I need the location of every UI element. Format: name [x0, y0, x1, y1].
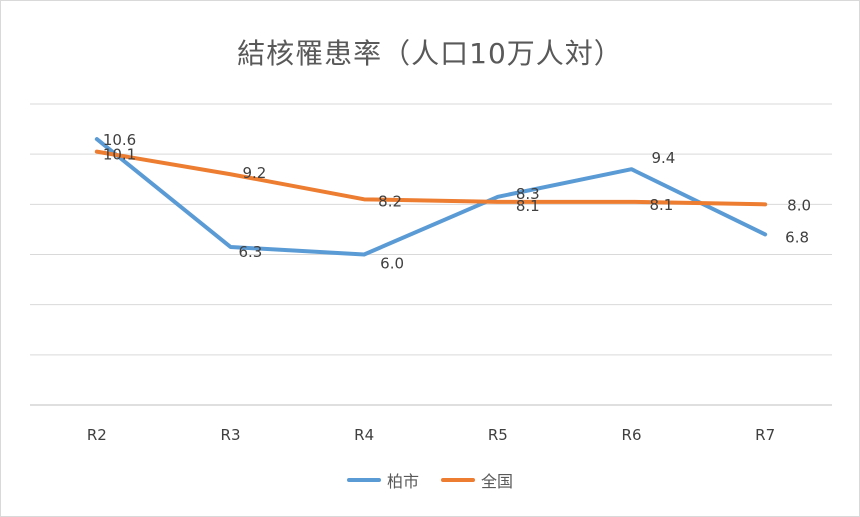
data-label-0-R2: 10.6 — [103, 131, 136, 149]
x-tick-label-R6: R6 — [622, 426, 642, 444]
data-label-0-R6: 9.4 — [652, 149, 676, 167]
legend-swatch-national — [441, 478, 475, 482]
legend-label-kashiwa: 柏市 — [386, 472, 419, 491]
chart-title: 結核罹患率（人口10万人対） — [237, 37, 623, 70]
series-line-1 — [94, 149, 768, 207]
data-label-1-R4: 8.2 — [378, 192, 402, 210]
data-label-1-R7: 8.0 — [787, 196, 811, 214]
data-label-0-R5: 8.3 — [516, 185, 540, 203]
data-label-1-R3: 9.2 — [243, 164, 267, 182]
legend-item-kashiwa: 柏市 — [346, 468, 419, 492]
x-tick-label-R7: R7 — [755, 426, 775, 444]
x-tick-label-R2: R2 — [87, 426, 107, 444]
legend-label-national: 全国 — [481, 472, 514, 491]
data-label-1-R2: 10.1 — [103, 146, 136, 164]
data-label-0-R4: 6.0 — [380, 255, 404, 273]
legend-swatch-kashiwa — [346, 478, 381, 482]
data-label-0-R3: 6.3 — [239, 243, 263, 261]
legend-item-national: 全国 — [441, 468, 513, 492]
x-tick-label-R5: R5 — [488, 426, 508, 444]
x-tick-label-R4: R4 — [354, 426, 374, 444]
series-line-0 — [94, 137, 768, 257]
data-label-1-R6: 8.1 — [650, 196, 674, 214]
legend: 柏市 全国 — [0, 468, 860, 492]
data-label-0-R7: 6.8 — [785, 228, 809, 246]
x-tick-label-R3: R3 — [221, 426, 241, 444]
data-label-1-R5: 8.1 — [516, 197, 540, 215]
